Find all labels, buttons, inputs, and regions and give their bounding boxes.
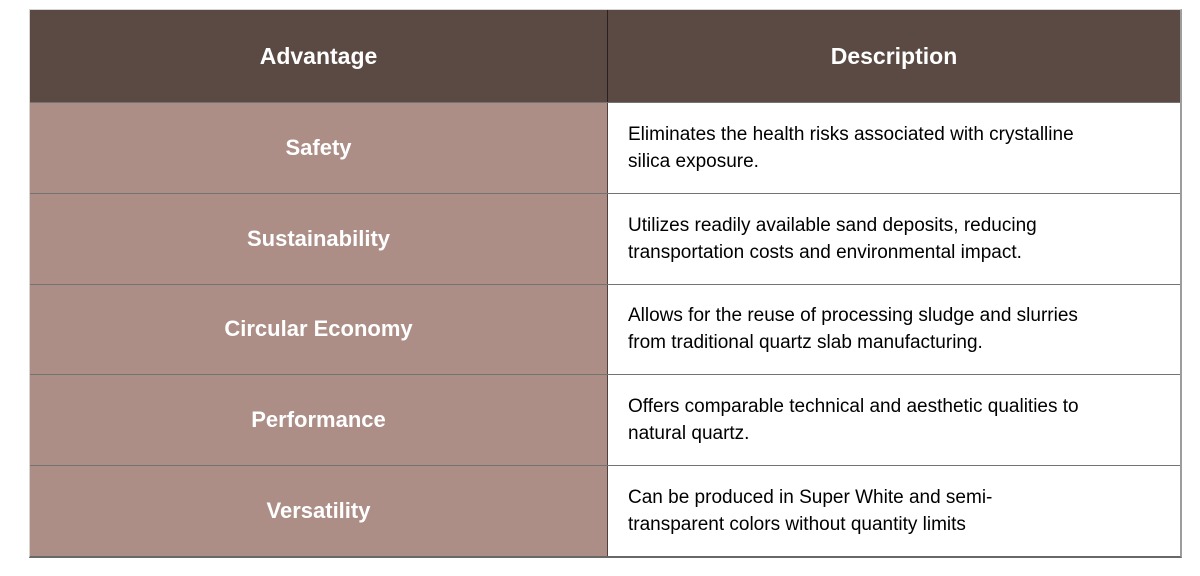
column-header-advantage: Advantage xyxy=(30,10,608,102)
advantage-cell: Performance xyxy=(30,375,608,466)
table-row: Circular Economy Allows for the reuse of… xyxy=(30,283,1180,375)
advantage-cell: Versatility xyxy=(30,466,608,556)
description-cell: Allows for the reuse of processing sludg… xyxy=(608,284,1180,375)
table-header-row: Advantage Description xyxy=(30,10,1180,102)
table-row: Versatility Can be produced in Super Whi… xyxy=(30,465,1180,556)
table-row: Safety Eliminates the health risks assoc… xyxy=(30,102,1180,193)
description-cell: Utilizes readily available sand deposits… xyxy=(608,193,1180,284)
description-cell: Can be produced in Super White and semi-… xyxy=(608,466,1180,556)
description-cell: Offers comparable technical and aestheti… xyxy=(608,375,1180,466)
advantages-table: Advantage Description Safety Eliminates … xyxy=(29,9,1182,558)
table-row: Performance Offers comparable technical … xyxy=(30,374,1180,466)
column-header-description: Description xyxy=(608,10,1180,102)
description-cell: Eliminates the health risks associated w… xyxy=(608,103,1180,193)
advantage-cell: Safety xyxy=(30,103,608,193)
advantage-cell: Circular Economy xyxy=(30,284,608,375)
table-row: Sustainability Utilizes readily availabl… xyxy=(30,192,1180,284)
advantage-cell: Sustainability xyxy=(30,193,608,284)
